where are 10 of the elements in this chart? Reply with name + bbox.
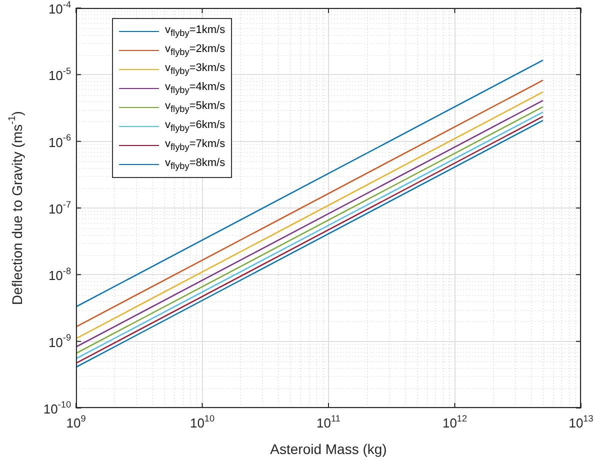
y-axis-title: Deflection due to Gravity (ms-1) (7, 111, 25, 305)
legend-label: v$_{flyby}$=5km/s (165, 100, 226, 115)
legend-label: v$_{flyby}$=7km/s (165, 138, 226, 153)
legend-label: v$_{flyby}$=3km/s (165, 62, 226, 77)
legend-label: v$_{flyby}$=4km/s (165, 81, 226, 96)
legend-label: v$_{flyby}$=2km/s (165, 43, 226, 58)
legend-label: v$_{flyby}$=8km/s (165, 157, 226, 172)
legend-label: v$_{flyby}$=1km/s (165, 24, 226, 39)
x-axis-title: Asteroid Mass (kg) (270, 440, 387, 457)
legend-label: v$_{flyby}$=6km/s (165, 119, 226, 134)
